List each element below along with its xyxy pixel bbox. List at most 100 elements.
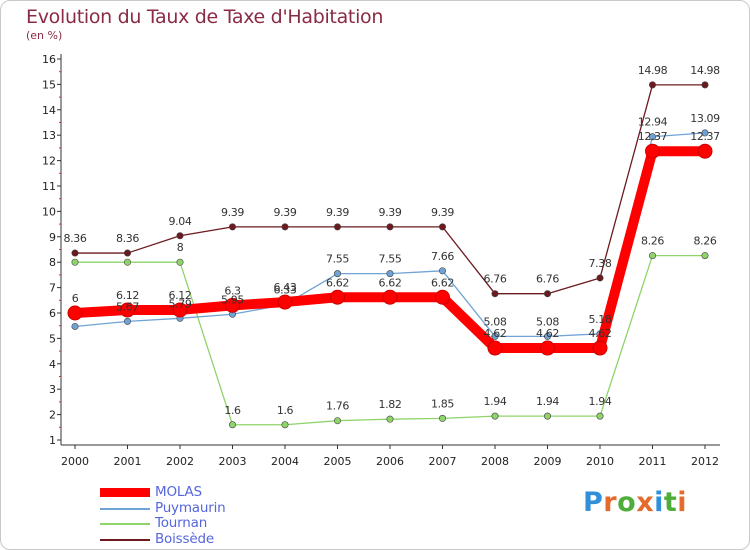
data-point-molas [225,297,240,313]
x-tick-label: 2004 [271,455,299,468]
legend-item: Tournan [100,515,300,531]
x-tick-label: 2000 [61,455,89,468]
brand-letter: i [677,487,688,518]
data-point-molas [67,305,83,321]
data-point-tournan [333,417,341,425]
y-tick-label: 1 [49,434,56,447]
data-point-boissde [229,223,237,231]
data-label-boissde: 14.98 [690,64,720,77]
data-point-boissde [648,81,656,89]
data-label-boissde: 8.36 [64,232,87,245]
data-point-boissde [124,249,132,257]
brand-letter: x [636,487,655,518]
data-point-molas [592,340,608,356]
data-point-boissde [701,81,709,89]
data-label-tournan: 1.6 [277,404,294,417]
data-label-molas: 6.62 [379,276,402,289]
data-point-molas [330,289,345,305]
legend-item: Puymaurin [100,499,300,516]
y-tick-label: 6 [49,307,56,320]
data-label-molas: 12.37 [690,130,720,143]
data-label-boissde: 9.39 [379,206,402,219]
data-point-boissde [71,249,79,257]
x-tick-label: 2007 [429,455,457,468]
data-label-tournan: 1.94 [589,395,612,408]
y-tick-label: 11 [42,180,56,193]
data-point-boissde [543,290,551,298]
y-tick-label: 8 [49,256,56,269]
data-label-boissde: 6.76 [536,273,559,286]
data-label-molas: 6.43 [274,281,297,294]
data-point-boissde [176,232,184,240]
legend-label: Puymaurin [155,499,226,516]
data-point-boissde [438,223,446,231]
y-tick-label: 14 [42,104,56,117]
data-point-puymaurin [543,332,551,340]
data-label-tournan: 8.26 [694,235,717,248]
x-tick-label: 2011 [639,455,667,468]
data-point-puymaurin [333,270,341,278]
data-label-puymaurin: 13.09 [690,112,720,125]
data-point-molas [540,340,555,356]
data-label-puymaurin: 12.94 [638,116,668,129]
y-tick-label: 7 [49,282,56,295]
data-label-tournan: 1.76 [326,400,349,413]
y-tick-label: 4 [49,358,56,371]
data-label-molas: 6.62 [431,276,454,289]
data-label-boissde: 9.04 [169,215,192,228]
x-tick-label: 2006 [376,455,404,468]
data-point-molas [120,302,135,318]
data-point-tournan [648,252,656,260]
x-tick-label: 2009 [534,455,562,468]
data-label-boissde: 9.39 [221,206,244,219]
data-point-boissde [333,223,341,231]
x-tick-label: 2010 [586,455,614,468]
data-point-tournan [701,252,709,260]
data-label-boissde: 6.76 [484,273,507,286]
data-label-puymaurin: 7.66 [431,250,454,263]
data-label-molas: 6.3 [224,284,241,297]
data-label-puymaurin: 5.95 [221,293,244,306]
y-tick-label: 12 [42,155,56,168]
brand-letter: P [583,487,604,518]
data-label-boissde: 9.39 [431,206,454,219]
y-tick-label: 13 [42,129,56,142]
data-label-molas: 4.62 [589,327,612,340]
x-tick-label: 2012 [691,455,719,468]
legend-swatch [100,488,150,497]
y-tick-label: 2 [49,409,56,422]
data-label-tournan: 1.85 [431,397,454,410]
data-label-boissde: 9.39 [274,206,297,219]
data-point-molas [382,289,398,305]
data-point-boissde [281,223,289,231]
data-label-molas: 6.12 [169,289,192,302]
legend-swatch [100,523,150,525]
data-label-puymaurin: 5.67 [116,300,139,313]
data-label-tournan: 8 [177,241,184,254]
data-label-molas: 12.37 [638,130,668,143]
brand-letter: o [617,487,637,518]
y-tick-label: 10 [42,205,56,218]
data-point-tournan [438,414,446,422]
data-point-puymaurin [701,129,709,137]
data-point-tournan [281,421,289,429]
data-label-molas: 4.62 [484,327,507,340]
data-point-molas [697,143,713,159]
x-tick-label: 2003 [219,455,247,468]
chart-title: Evolution du Taux de Taxe d'Habitation [26,6,384,28]
y-tick-label: 5 [49,332,56,345]
data-label-puymaurin: 7.55 [326,253,349,266]
brand-letter: i [654,487,664,518]
legend-swatch [100,507,150,510]
y-tick-label: 15 [42,78,56,91]
data-point-tournan [71,258,79,266]
data-point-tournan [491,412,499,420]
data-label-puymaurin: 5.79 [169,297,192,310]
x-tick-label: 2005 [324,455,352,468]
legend-swatch [100,538,150,541]
data-point-molas [487,340,503,356]
data-point-puymaurin [438,267,446,275]
legend-label: Tournan [155,515,208,531]
brand-letter: r [603,487,618,518]
